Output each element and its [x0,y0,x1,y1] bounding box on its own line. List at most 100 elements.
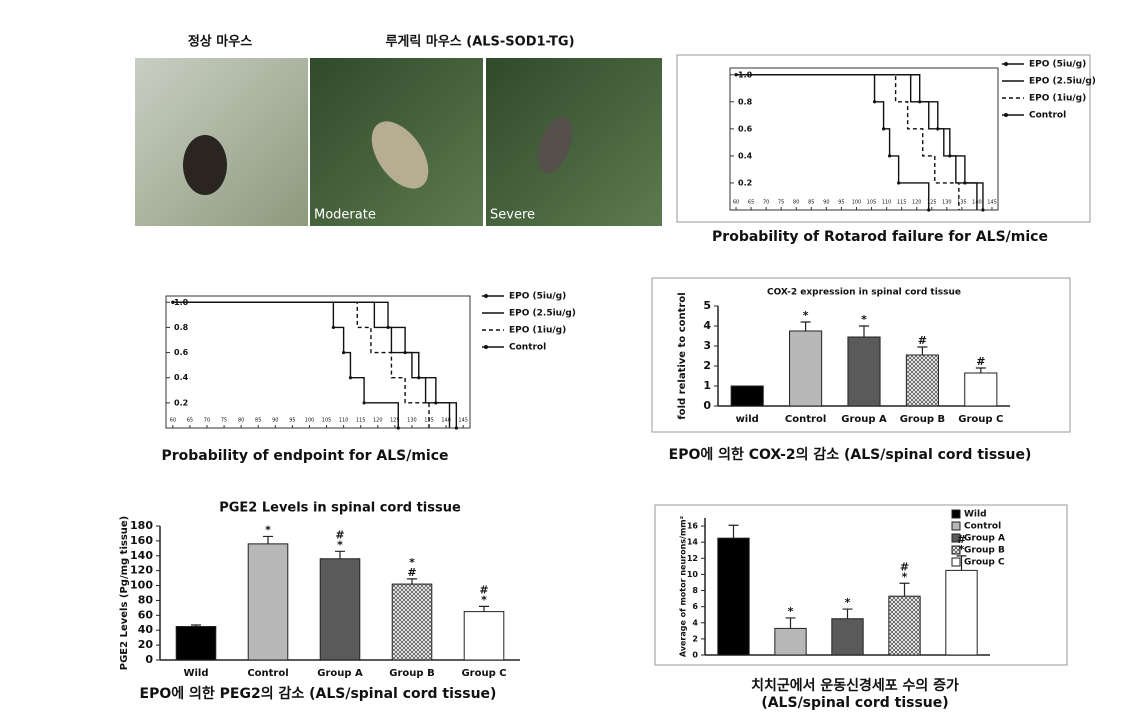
y-tick-label: 6 [692,602,698,611]
x-tick-label: Group A [317,668,363,679]
step-line [172,301,430,428]
y-axis-label: Average of motor neurons/mm² [679,515,688,657]
error-bar [335,550,345,559]
y-tick-label: 120 [130,564,153,577]
x-tick-label: 145 [987,200,997,206]
significance-mark: # [900,560,909,573]
y-tick-label: 2 [692,634,698,643]
bar [391,583,433,661]
y-tick-label: 180 [130,519,153,532]
x-tick-label: Group C [958,414,1003,425]
bar [774,627,807,656]
error-bar [728,524,739,539]
significance-mark: * [959,543,965,556]
significance-mark: * [902,570,908,583]
y-tick-label: 0.8 [174,323,189,332]
error-bar [785,617,796,629]
y-tick-label: 12 [687,554,698,563]
step-marker [897,181,901,185]
bar [730,385,764,407]
x-tick-label: 110 [339,418,349,424]
significance-mark: * [803,309,809,322]
legend-swatch [951,533,961,543]
y-tick-label: 14 [687,538,699,547]
y-tick-label: 8 [692,586,698,595]
photo-caption: Severe [490,208,535,223]
step-line [736,74,930,210]
y-tick-label: 0 [703,399,711,412]
photo [135,58,308,226]
x-tick-label: 75 [221,418,227,424]
step-line [736,74,978,210]
significance-mark: * [409,556,415,569]
legend-label: Group A [964,534,1005,544]
y-tick-label: 1 [703,379,711,392]
step-marker [887,154,892,158]
significance-mark: # [976,355,985,368]
y-tick-label: 160 [130,534,153,547]
legend-swatch [951,545,961,555]
legend-label: EPO (1iu/g) [1029,94,1086,104]
legend-label: EPO (1iu/g) [509,326,566,336]
y-tick-label: 0 [145,653,153,666]
significance-mark: # [407,566,416,579]
y-tick-label: 0.8 [738,97,753,106]
step-marker [342,350,346,355]
x-tick-label: 95 [838,200,844,206]
x-tick-label: 105 [322,418,332,424]
step-line [736,74,984,210]
x-tick-label: 100 [852,200,862,206]
legend-marker [484,345,488,349]
error-bar [917,346,928,355]
x-tick-label: 110 [882,200,892,206]
step-marker [348,376,353,380]
x-tick-label: 85 [808,200,814,206]
x-tick-label: 135 [957,200,967,206]
y-tick-label: 20 [138,638,154,651]
y-tick-label: 100 [130,579,153,592]
significance-mark: # [479,583,488,596]
step-line [172,301,399,428]
x-tick-label: 60 [733,200,739,206]
x-tick-label: 130 [407,418,417,424]
bar [945,569,978,656]
step-marker [881,127,886,131]
bar [319,558,361,661]
x-tick-label: 125 [927,200,937,206]
x-tick-label: Group A [841,414,887,425]
legend-marker [484,294,488,298]
significance-mark: * [861,313,867,326]
x-tick-label: 90 [823,200,829,206]
caption: Probability of Rotarod failure for ALS/m… [712,229,1048,245]
step-marker [362,401,366,405]
step-marker [734,73,738,77]
y-tick-label: 80 [138,593,154,606]
y-tick-label: 60 [138,608,154,621]
bar [888,595,921,656]
error-bar [842,608,853,619]
error-bar [800,321,811,331]
error-bar [407,578,417,585]
panel-frame [651,277,1071,433]
step-marker [927,208,931,212]
chart-title: PGE2 Levels in spinal cord tissue [219,501,461,516]
y-tick-label: 0.6 [174,348,189,357]
legend-marker [1004,113,1008,117]
photo-label: 정상 마우스 [188,34,252,50]
x-tick-label: 65 [748,200,754,206]
y-tick-label: 3 [703,339,711,352]
step-marker [454,426,458,430]
y-tick-label: 0 [692,651,698,660]
bar [175,626,217,661]
error-bar [975,367,986,373]
legend-label: Group B [964,546,1005,556]
step-marker [171,300,175,304]
legend-label: EPO (5iu/g) [1029,60,1086,70]
x-tick-label: 115 [356,418,366,424]
x-tick-label: 130 [942,200,952,206]
x-tick-label: 140 [441,418,451,424]
y-tick-label: 0.6 [738,124,753,133]
plot-frame [729,67,999,211]
photo [486,58,662,226]
caption: EPO에 의한 COX-2의 감소 (ALS/spinal cord tissu… [669,446,1032,463]
